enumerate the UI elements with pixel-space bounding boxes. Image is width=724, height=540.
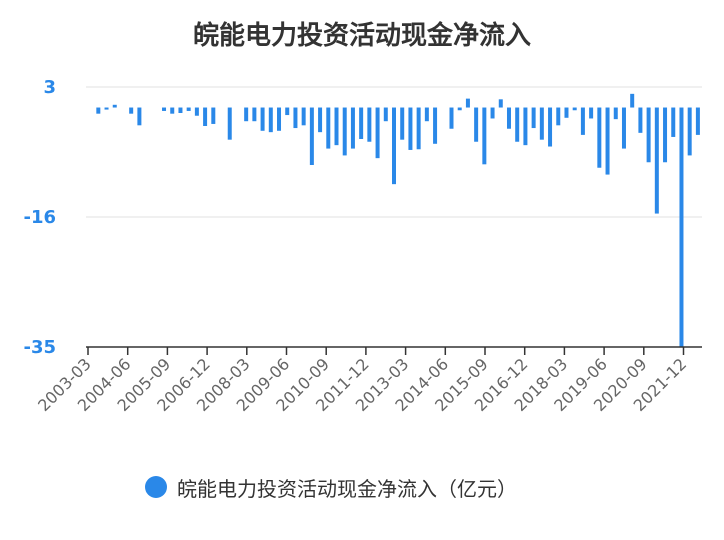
x-tick-labels: 2003-032004-062005-092006-122008-032009-… [34,354,690,415]
bar [170,107,175,114]
bar [564,107,569,118]
chart-title: 皖能电力投资活动现金净流入 [193,20,531,51]
bar [359,107,364,139]
bar [162,107,167,111]
y-tick-label: 3 [43,77,56,98]
bar [112,104,117,108]
bar [408,107,413,150]
bar [203,107,208,126]
bar [506,107,511,129]
bar [638,107,643,133]
bar [433,107,438,144]
bar [605,107,610,175]
bar [621,107,626,149]
legend: 皖能电力投资活动现金净流入（亿元） [145,474,517,501]
bar [490,107,495,119]
bar [293,107,298,129]
bar [96,107,101,114]
bar [572,107,577,111]
bar [597,107,602,168]
bar [252,107,257,122]
bar [630,93,635,108]
bar [539,107,544,140]
bar [498,99,503,108]
bar [367,107,372,142]
bar [129,107,134,114]
bar [654,107,659,214]
bar [679,107,684,348]
bar [342,107,347,156]
legend-marker [145,476,167,498]
bar [687,107,692,156]
x-axis [86,346,702,355]
bar [465,98,470,108]
bar [285,107,290,116]
bar [375,107,380,159]
bar [580,107,585,135]
bar [277,107,282,131]
bar [548,107,553,147]
bar [301,107,306,126]
bar [482,107,487,165]
bar [424,107,429,122]
bar [309,107,314,165]
bar [400,107,405,140]
bar [104,107,109,110]
bar [227,107,232,140]
bars [96,93,700,348]
bar [695,107,700,135]
bar [646,107,651,163]
bar [326,107,331,149]
bar [589,107,594,119]
y-tick-label: -16 [23,207,56,228]
bar [244,107,249,122]
bar [416,107,421,150]
y-tick-label: -35 [23,337,56,358]
bar [663,107,668,163]
bar [194,107,199,116]
legend-label: 皖能电力投资活动现金净流入（亿元） [177,476,517,501]
bar [556,107,561,126]
y-axis: 3 -16 -35 [23,77,56,358]
bar [392,107,396,185]
bar [260,107,265,131]
bar [178,107,183,113]
bar [515,107,520,142]
bar [613,107,618,120]
bar [449,107,454,129]
bar [350,107,355,149]
bar [268,107,273,133]
bar [457,107,462,111]
bar [474,107,479,142]
bar [186,107,191,111]
bar [671,107,676,137]
bar [318,107,323,133]
bar [211,107,216,124]
bar [334,107,339,146]
bar [383,107,388,122]
bar [523,107,528,146]
bar [531,107,536,129]
bar [137,107,142,126]
